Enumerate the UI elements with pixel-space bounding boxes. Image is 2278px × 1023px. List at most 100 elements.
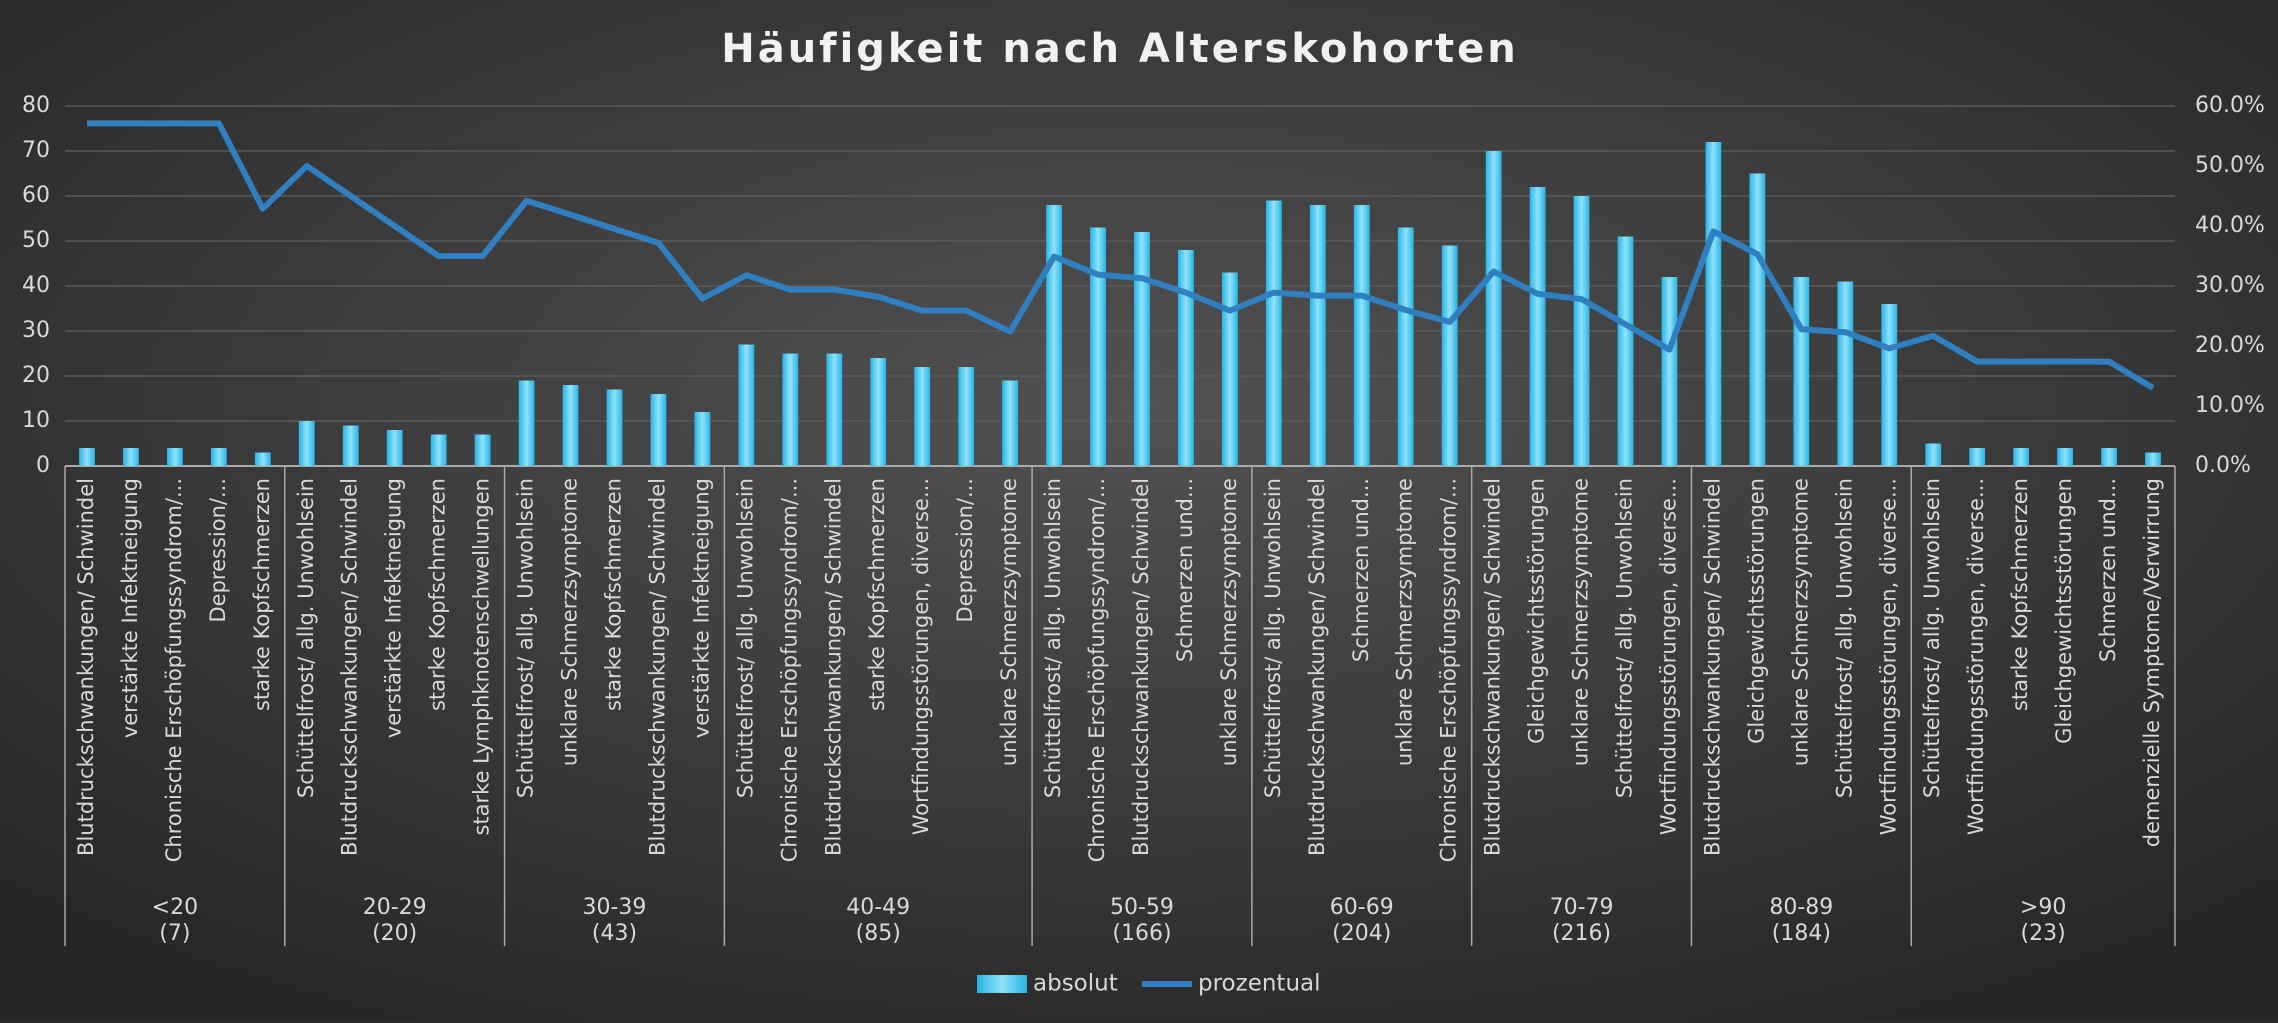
bar: [1925, 443, 1942, 466]
group-count: (184): [1772, 921, 1831, 946]
chart-title: Häufigkeit nach Alterskohorten: [721, 26, 1519, 72]
x-tick-label: verstärkte Infektneigung: [689, 478, 713, 738]
group-label: 20-29: [363, 895, 427, 920]
bar: [738, 344, 755, 466]
x-tick-label: Gleichgewichtsstörungen: [2052, 478, 2076, 744]
bar: [1221, 272, 1238, 466]
x-tick-label: starke Kopfschmerzen: [250, 478, 274, 711]
y2-tick-label: 10.0%: [2195, 393, 2265, 418]
x-tick-label: Blutdruckschwankungen/ Schwindel: [1129, 478, 1153, 856]
bar: [298, 421, 315, 466]
x-tick-label: unklare Schmerzsymptome: [1393, 478, 1417, 766]
bar: [1617, 236, 1634, 466]
bar: [958, 367, 975, 466]
bar: [1178, 250, 1194, 466]
x-tick-label: Blutdruckschwankungen/ Schwindel: [645, 478, 669, 856]
x-tick-label: Wortfindungsstörungen, diverse...: [1876, 478, 1900, 835]
legend-label: prozentual: [1198, 971, 1321, 997]
x-tick-label: Blutdruckschwankungen/ Schwindel: [1481, 478, 1505, 856]
group-label: 60-69: [1330, 895, 1394, 920]
x-tick-label: Schüttelfrost/ allg. Unwohlsein: [1613, 478, 1637, 798]
x-tick-label: starke Kopfschmerzen: [2008, 478, 2032, 711]
x-tick-label: Blutdruckschwankungen/ Schwindel: [74, 478, 98, 856]
bar: [474, 434, 491, 466]
y-tick-label: 60: [22, 183, 50, 208]
bar: [562, 385, 579, 466]
bar: [386, 430, 403, 466]
x-tick-label: demenzielle Symptome/Verwirrung: [2140, 478, 2164, 847]
bar: [1134, 232, 1150, 466]
group-count: (20): [372, 921, 417, 946]
x-tick-label: unklare Schmerzsymptome: [1569, 478, 1593, 766]
x-tick-label: Gleichgewichtsstörungen: [1744, 478, 1768, 744]
group-label: 50-59: [1110, 895, 1174, 920]
group-count: (166): [1112, 921, 1171, 946]
line: [87, 120, 2155, 391]
x-tick-label: Depression/...: [953, 478, 977, 623]
bar: [166, 448, 183, 466]
bar: [210, 448, 227, 466]
x-tick-label: Depression/...: [206, 478, 230, 623]
bar: [1485, 151, 1502, 466]
x-tick-label: Blutdruckschwankungen/ Schwindel: [821, 478, 845, 856]
group-label: <20: [152, 895, 198, 920]
x-tick-label: Schüttelfrost/ allg. Unwohlsein: [1261, 478, 1285, 798]
bar: [254, 452, 271, 466]
y2-tick-label: 50.0%: [2195, 153, 2265, 178]
y-tick-label: 80: [22, 93, 50, 118]
y-tick-label: 20: [22, 363, 50, 388]
bar: [782, 353, 799, 466]
bar: [1969, 448, 1986, 466]
bar: [342, 425, 359, 466]
y-tick-label: 50: [22, 228, 50, 253]
group-label: 30-39: [583, 895, 647, 920]
x-tick-label: Schmerzen und...: [1173, 478, 1197, 662]
x-tick-label: Schüttelfrost/ allg. Unwohlsein: [1920, 478, 1944, 798]
group-label: 80-89: [1769, 895, 1833, 920]
x-tick-label: Schmerzen und...: [1349, 478, 1373, 662]
bar: [606, 389, 623, 466]
bar: [1265, 200, 1282, 466]
x-tick-label: Blutdruckschwankungen/ Schwindel: [1305, 478, 1329, 856]
x-tick-label: unklare Schmerzsymptome: [1788, 478, 1812, 766]
group-count: (7): [159, 921, 190, 946]
y2-tick-label: 30.0%: [2195, 273, 2265, 298]
x-tick-label: Schüttelfrost/ allg. Unwohlsein: [733, 478, 757, 798]
x-tick-label: Schüttelfrost/ allg. Unwohlsein: [1041, 478, 1065, 798]
bar: [1661, 277, 1678, 466]
bar: [2145, 452, 2161, 466]
bar: [1573, 196, 1590, 466]
x-tick-label: Schüttelfrost/ allg. Unwohlsein: [294, 478, 318, 798]
bar: [1002, 380, 1019, 466]
x-tick-label: Schmerzen und...: [2096, 478, 2120, 662]
y-tick-label: 40: [22, 273, 50, 298]
y-tick-label: 10: [22, 408, 50, 433]
bar: [1705, 142, 1722, 466]
group-count: (23): [2021, 921, 2066, 946]
x-tick-label: unklare Schmerzsymptome: [1217, 478, 1241, 766]
bar: [1881, 304, 1898, 466]
bar: [826, 353, 843, 466]
bar: [1046, 205, 1062, 466]
bar: [650, 394, 667, 466]
y-tick-label: 0: [36, 453, 50, 478]
bar: [2057, 448, 2074, 466]
x-tick-label: Gleichgewichtsstörungen: [1525, 478, 1549, 744]
x-tick-label: verstärkte Infektneigung: [382, 478, 406, 738]
x-tick-label: starke Kopfschmerzen: [865, 478, 889, 711]
group-count: (216): [1552, 921, 1611, 946]
y2-tick-label: 0.0%: [2195, 453, 2251, 478]
x-tick-label: starke Kopfschmerzen: [601, 478, 625, 711]
group-count: (85): [856, 921, 901, 946]
bar: [2101, 448, 2117, 466]
bar: [1309, 205, 1326, 466]
bar: [1090, 227, 1106, 466]
bar: [1793, 277, 1810, 466]
x-tick-label: Chronische Erschöpfungssyndrom/...: [1085, 478, 1109, 862]
x-tick-label: unklare Schmerzsymptome: [997, 478, 1021, 766]
legend-label: absolut: [1033, 971, 1118, 997]
x-tick-label: Chronische Erschöpfungssyndrom/...: [1437, 478, 1461, 862]
bar: [1837, 281, 1854, 466]
